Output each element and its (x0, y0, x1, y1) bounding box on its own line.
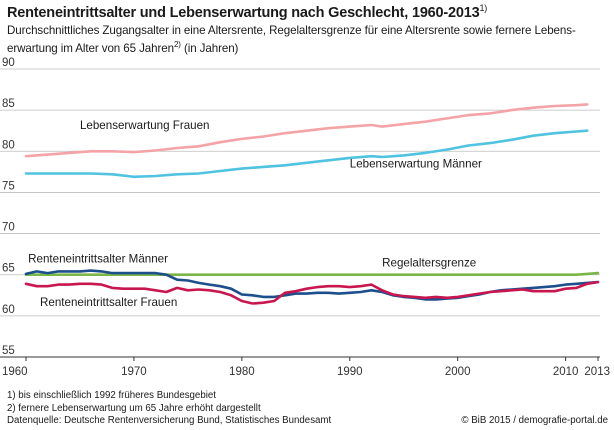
grid-lines (0, 68, 600, 358)
y-tick-label-65: 65 (2, 263, 15, 275)
data-source: Datenquelle: Deutsche Rentenversicherung… (7, 415, 332, 426)
chart-title-text: Renteneintrittsalter und Lebenserwartung… (7, 4, 480, 21)
x-tick-label-1990: 1990 (337, 366, 363, 378)
annotation-renteneintrittsalter-m-nner: Renteneintrittsalter Männer (28, 252, 168, 265)
annotation-regelaltersgrenze: Regelaltersgrenze (382, 256, 476, 269)
series-line-lebenserwartung-frauen (24, 103, 589, 158)
series-line-lebenserwartung-m-nner (24, 129, 589, 179)
y-tick-label-85: 85 (2, 98, 15, 110)
annotation-lebenserwartung-frauen: Lebenserwartung Frauen (80, 119, 210, 132)
y-tick-label-70: 70 (2, 222, 15, 234)
x-tick-label-1970: 1970 (121, 366, 147, 378)
chart-subtitle-text: Durchschnittliches Zugangsalter in eine … (7, 24, 576, 55)
x-tick-label-1980: 1980 (229, 366, 255, 378)
x-tick-label-2000: 2000 (445, 366, 471, 378)
annotation-renteneintrittsalter-frauen: Renteneintrittsalter Frauen (40, 296, 177, 309)
x-tick-label-2013: 2013 (584, 366, 610, 378)
x-tick-label-1960: 1960 (2, 366, 28, 378)
chart-title-footnote-mark: 1) (479, 3, 488, 13)
x-tick-label-2010: 2010 (553, 366, 579, 378)
y-tick-label-80: 80 (2, 139, 15, 151)
chart-title: Renteneintrittsalter und Lebenserwartung… (7, 3, 487, 21)
series-annotations: Lebenserwartung Frauen Lebenserwartung Mä… (28, 119, 482, 309)
annotation-lebenserwartung-m-nner: Lebenserwartung Männer (350, 158, 482, 171)
chart-subtitle-footnote-mark: 2) (173, 40, 181, 49)
y-axis-tick-labels: 55 60 65 70 75 80 85 90 (2, 57, 15, 357)
chart-subtitle: Durchschnittliches Zugangsalter in eine … (7, 24, 607, 56)
x-axis-tick-labels: 1960 1970 1980 1990 2000 2010 2013 (2, 357, 610, 378)
footnotes: 1) bis einschließlich 1992 früheres Bund… (7, 390, 331, 428)
y-tick-label-75: 75 (2, 180, 15, 192)
series-line-regelaltersgrenze (24, 271, 600, 276)
footnote-2: 2) fernere Lebenserwartung um 65 Jahre e… (7, 402, 261, 414)
series-line-renteneintrittsalter-frauen (24, 280, 600, 305)
y-tick-label-90: 90 (2, 57, 15, 69)
footnote-1: 1) bis einschließlich 1992 früheres Bund… (7, 390, 216, 401)
y-tick-label-60: 60 (2, 304, 15, 316)
chart-subtitle-unit: (in Jahren) (180, 41, 239, 55)
series-lines (24, 103, 600, 305)
y-tick-label-55: 55 (2, 345, 15, 357)
copyright-credit: © BiB 2015 / demografie-portal.de (461, 415, 608, 426)
